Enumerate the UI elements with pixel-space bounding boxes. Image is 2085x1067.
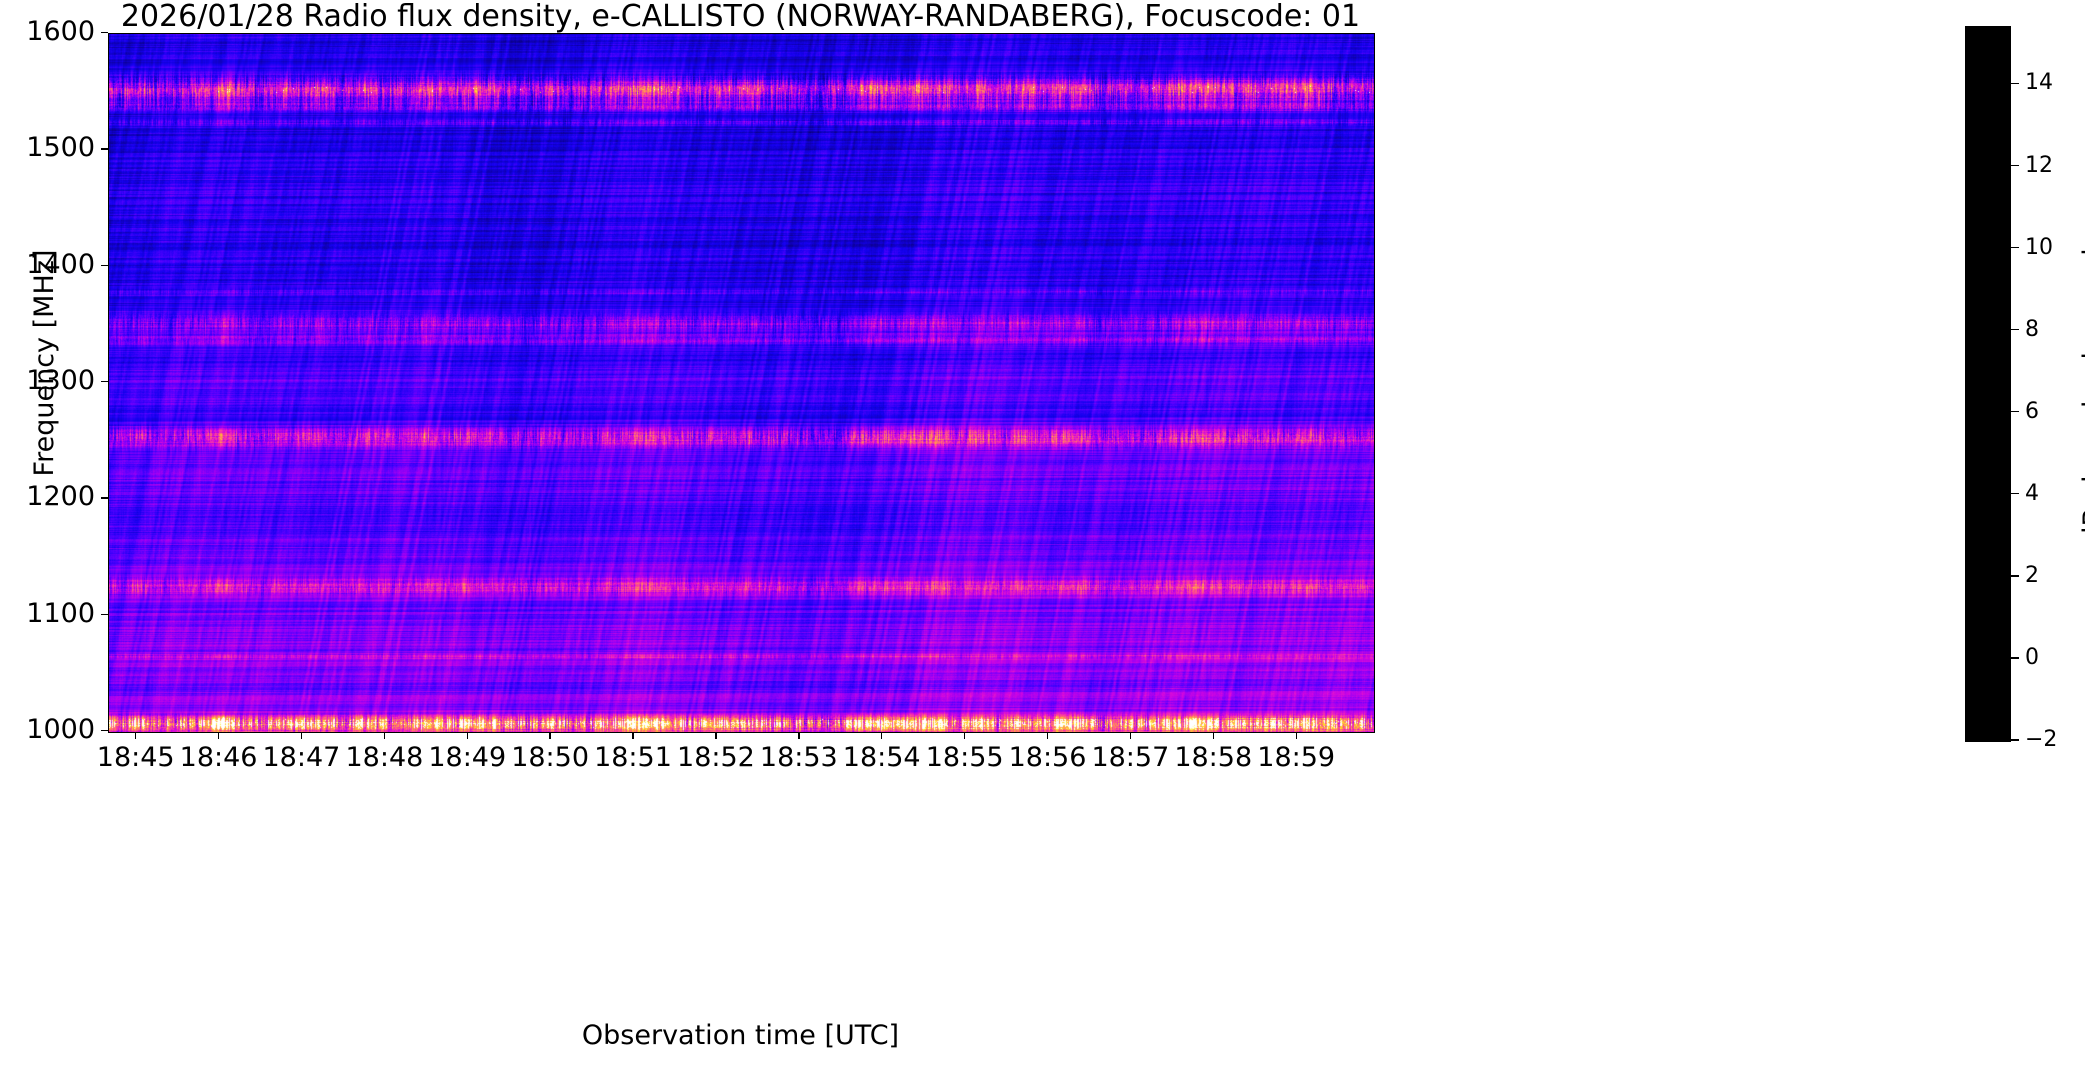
x-tick-label: 18:57	[1091, 742, 1170, 773]
spectrogram-axes[interactable]	[108, 33, 1375, 733]
colorbar-tick-label: 6	[2025, 398, 2039, 424]
colorbar-tick-label: 2	[2025, 562, 2039, 588]
colorbar-tick-mark	[2011, 164, 2019, 167]
x-tick-label: 18:50	[511, 742, 590, 773]
x-tick-mark	[1295, 732, 1297, 739]
x-tick-label: 18:49	[428, 742, 507, 773]
x-tick-label: 18:54	[842, 742, 921, 773]
x-tick-mark	[963, 732, 966, 739]
colorbar-tick-label: −2	[2025, 727, 2058, 752]
y-tick-label: 1400	[26, 248, 95, 280]
x-tick-mark	[1212, 732, 1214, 739]
y-tick-label: 1100	[26, 597, 95, 629]
x-tick-mark	[383, 732, 386, 739]
colorbar-gradient	[1966, 27, 2010, 741]
colorbar-tick-mark	[2011, 492, 2019, 495]
colorbar-tick-label: 0	[2025, 644, 2039, 670]
x-tick-mark	[549, 732, 551, 739]
y-tick-mark	[101, 148, 108, 150]
x-tick-label: 18:55	[925, 742, 1004, 773]
colorbar-tick-mark	[2011, 410, 2019, 413]
x-tick-label: 18:56	[1008, 742, 1087, 773]
x-tick-label: 18:46	[179, 742, 258, 773]
x-tick-mark	[217, 732, 220, 739]
x-tick-mark	[135, 732, 137, 739]
y-tick-label: 1200	[26, 481, 95, 513]
x-tick-label: 18:52	[677, 742, 755, 773]
y-tick-label: 1500	[26, 132, 95, 164]
colorbar-tick-mark	[2011, 575, 2019, 577]
colorbar-tick-mark	[2011, 657, 2019, 659]
x-tick-label: 18:47	[262, 742, 341, 773]
colorbar-tick-mark	[2011, 328, 2019, 331]
x-tick-mark	[466, 732, 468, 739]
colorbar-label: dB above background	[2078, 248, 2085, 544]
y-tick-mark	[101, 730, 108, 732]
x-tick-mark	[715, 732, 717, 739]
colorbar-tick-mark	[2011, 246, 2019, 249]
spectrogram-heatmap[interactable]	[109, 34, 1374, 732]
colorbar-tick-label: 12	[2025, 152, 2053, 178]
y-tick-label: 1600	[26, 16, 95, 47]
y-tick-mark	[101, 32, 108, 34]
colorbar[interactable]	[1965, 26, 2011, 742]
x-tick-mark	[880, 732, 883, 739]
y-tick-label: 1300	[26, 365, 95, 396]
y-tick-mark	[101, 381, 108, 383]
y-axis-label: Frequency [MHz]	[29, 249, 60, 477]
x-tick-mark	[798, 732, 800, 739]
colorbar-tick-mark	[2011, 739, 2019, 741]
x-tick-label: 18:53	[759, 742, 838, 773]
x-axis-label: Observation time [UTC]	[581, 1020, 900, 1051]
x-tick-label: 18:58	[1174, 742, 1253, 773]
page-title: 2026/01/28 Radio flux density, e-CALLIST…	[120, 0, 1361, 34]
x-tick-label: 18:48	[345, 742, 424, 773]
y-tick-mark	[101, 613, 108, 616]
colorbar-tick-mark	[2011, 82, 2019, 85]
colorbar-tick-label: 8	[2025, 316, 2039, 342]
colorbar-tick-label: 4	[2025, 480, 2039, 506]
x-tick-label: 18:45	[96, 742, 175, 773]
colorbar-tick-label: 14	[2025, 70, 2053, 96]
y-tick-label: 1000	[26, 714, 95, 745]
x-tick-mark	[300, 732, 303, 739]
x-tick-mark	[1129, 732, 1132, 739]
y-tick-mark	[101, 264, 108, 267]
x-tick-label: 18:51	[594, 742, 672, 773]
x-tick-mark	[1046, 732, 1049, 739]
x-tick-mark	[632, 732, 634, 739]
y-tick-mark	[101, 497, 108, 499]
x-tick-label: 18:59	[1257, 742, 1336, 773]
colorbar-tick-label: 10	[2025, 234, 2053, 260]
